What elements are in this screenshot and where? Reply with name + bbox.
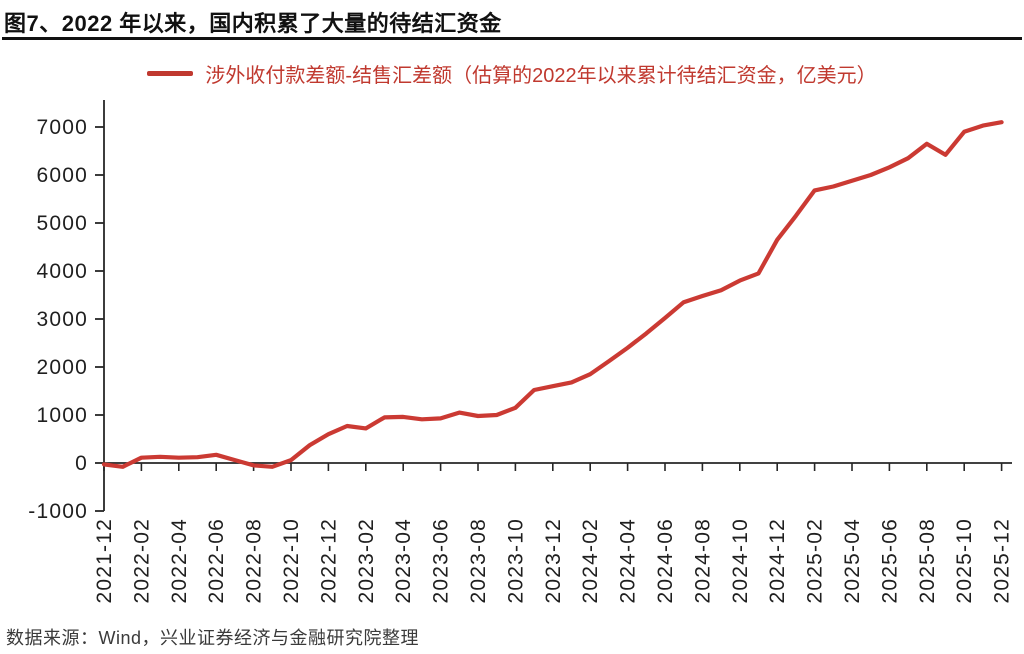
- y-axis-label: 7000: [36, 116, 88, 139]
- x-axis-label: 2025-02: [804, 518, 827, 603]
- legend-line-swatch-icon: [147, 70, 194, 76]
- title-divider: [2, 37, 1022, 40]
- figure-title: 图7、2022 年以来，国内积累了大量的待结汇资金: [4, 11, 502, 36]
- x-axis-label: 2024-08: [691, 518, 714, 603]
- y-axis-label: 4000: [36, 260, 88, 283]
- y-axis-label: -1000: [28, 500, 88, 523]
- data-source-note: 数据来源：Wind，兴业证券经济与金融研究院整理: [6, 628, 420, 648]
- x-axis-label: 2022-12: [317, 518, 340, 603]
- x-axis-label: 2022-04: [168, 518, 191, 603]
- x-axis-label: 2022-06: [205, 518, 228, 603]
- x-axis-label: 2021-12: [93, 518, 116, 603]
- y-axis-label: 5000: [36, 212, 88, 235]
- x-axis-label: 2024-12: [766, 518, 789, 603]
- x-axis-label: 2025-10: [953, 518, 976, 603]
- x-axis-label: 2024-06: [654, 518, 677, 603]
- y-axis-label: 6000: [36, 164, 88, 187]
- x-axis-label: 2023-12: [542, 518, 565, 603]
- x-axis-label: 2024-04: [617, 518, 640, 603]
- line-chart: -1000 0 1000 2000 3000 4000 5000 6000 7000 2021-1…: [28, 100, 1014, 603]
- y-axis-label: 3000: [36, 308, 88, 331]
- x-axis-label: 2023-08: [467, 518, 490, 603]
- x-axis-label: 2025-08: [916, 518, 939, 603]
- x-axis-label: 2022-08: [243, 518, 266, 603]
- legend-series-label: 涉外收付款差额-结售汇差额（估算的2022年以来累计待结汇资金，亿美元）: [205, 64, 877, 87]
- series-line: [101, 120, 1004, 469]
- x-axis-label: 2025-12: [991, 518, 1014, 603]
- x-axis-label: 2023-06: [430, 518, 453, 603]
- x-axis-label: 2023-10: [504, 518, 527, 603]
- x-axis-label: 2022-10: [280, 518, 303, 603]
- x-axis-label: 2024-02: [579, 518, 602, 603]
- y-axis-label: 0: [75, 452, 88, 475]
- x-axis-label: 2022-02: [130, 518, 153, 603]
- x-axis-label: 2025-06: [878, 518, 901, 603]
- x-axis-label: 2023-04: [392, 518, 415, 603]
- chart-legend: 涉外收付款差额-结售汇差额（估算的2022年以来累计待结汇资金，亿美元）: [0, 56, 1024, 90]
- x-axis-label: 2024-10: [729, 518, 752, 603]
- x-axis-label: 2025-04: [841, 518, 864, 603]
- y-axis-label: 1000: [36, 404, 88, 427]
- y-axis-label: 2000: [36, 356, 88, 379]
- x-axis-label: 2023-02: [355, 518, 378, 603]
